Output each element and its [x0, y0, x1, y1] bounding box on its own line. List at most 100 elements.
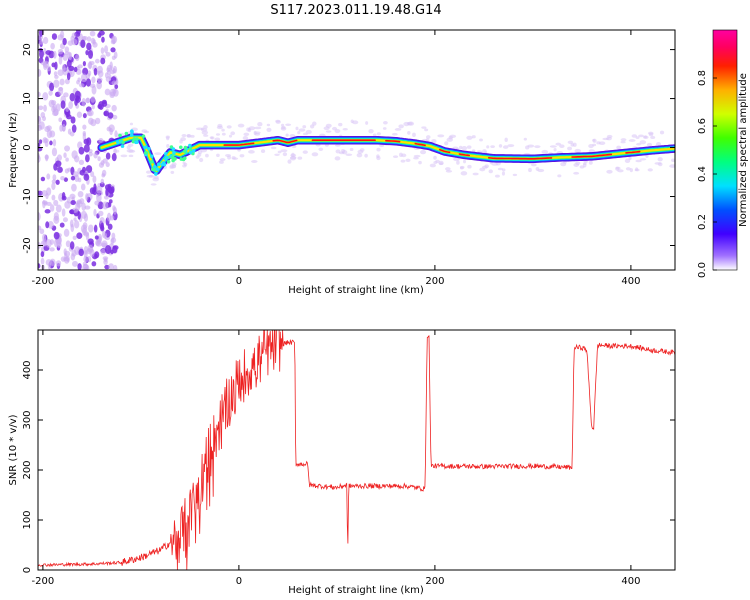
noise-blob	[46, 129, 53, 139]
y-tick-label: -10	[22, 188, 33, 204]
halo-blob	[228, 134, 233, 138]
noise-blob	[39, 121, 45, 130]
halo-blob	[350, 119, 354, 124]
noise-blob	[103, 195, 109, 200]
noise-blob	[110, 47, 116, 53]
halo-blob	[466, 145, 472, 149]
halo-blob	[166, 144, 170, 148]
halo-blob	[628, 156, 632, 161]
noise-blob	[45, 221, 50, 229]
halo-blob	[528, 167, 532, 173]
noise-blob	[113, 264, 118, 270]
noise-blob	[62, 37, 67, 46]
halo-blob	[413, 156, 419, 160]
noise-blob	[65, 240, 71, 248]
noise-blob	[62, 217, 68, 223]
halo-blob	[467, 164, 472, 169]
noise-blob	[49, 247, 55, 252]
halo-blob	[266, 127, 272, 132]
noise-blob	[70, 200, 76, 206]
noise-blob	[45, 50, 52, 56]
noise-blob	[69, 131, 75, 137]
noise-blob	[90, 171, 95, 178]
halo-blob	[567, 146, 573, 151]
unstable-dot	[135, 137, 139, 141]
noise-blob	[39, 228, 45, 235]
noise-blob	[110, 39, 116, 45]
noise-blob	[93, 151, 98, 159]
noise-blob	[109, 88, 116, 97]
noise-blob	[91, 76, 96, 84]
noise-blob	[98, 137, 104, 143]
halo-blob	[372, 133, 377, 137]
noise-blob	[85, 50, 89, 56]
noise-blob	[100, 57, 106, 65]
noise-blob	[51, 179, 57, 184]
halo-blob	[338, 122, 343, 127]
noise-blob	[65, 106, 69, 112]
halo-blob	[669, 164, 675, 168]
noise-blob	[88, 50, 94, 59]
halo-blob	[501, 168, 506, 172]
unstable-dot	[152, 164, 157, 169]
halo-blob	[323, 126, 330, 131]
figure-title: S117.2023.011.19.48.G14	[270, 3, 441, 18]
noise-blob	[66, 72, 71, 81]
halo-blob	[403, 121, 410, 127]
y-tick-label: 100	[22, 510, 33, 529]
halo-blob	[453, 157, 460, 162]
halo-blob	[311, 152, 319, 157]
halo-blob	[289, 134, 296, 138]
noise-blob	[104, 45, 109, 54]
halo-blob	[592, 138, 596, 142]
noise-blob	[42, 92, 49, 101]
halo-blob	[549, 145, 557, 148]
halo-blob	[150, 183, 157, 186]
noise-blob	[82, 124, 87, 130]
halo-blob	[486, 145, 490, 149]
halo-blob	[490, 145, 495, 149]
unstable-dot	[116, 140, 120, 144]
halo-blob	[635, 159, 642, 163]
noise-blob	[93, 208, 97, 217]
halo-blob	[642, 135, 649, 140]
noise-blob	[91, 261, 97, 267]
halo-blob	[393, 155, 399, 158]
ridge-core	[272, 139, 298, 144]
noise-blob	[52, 139, 57, 147]
halo-blob	[501, 171, 506, 176]
halo-blob	[616, 145, 622, 150]
halo-blob	[504, 137, 508, 142]
noise-blob	[110, 238, 115, 245]
noise-blob	[96, 185, 103, 194]
halo-blob	[573, 171, 580, 175]
halo-blob	[559, 144, 565, 149]
noise-blob	[53, 71, 58, 77]
colorbar-tick-label: 0.8	[697, 70, 708, 86]
halo-blob	[203, 125, 208, 130]
noise-blob	[39, 30, 43, 37]
halo-blob	[471, 135, 476, 139]
noise-blob	[49, 140, 53, 146]
halo-blob	[171, 164, 176, 169]
halo-blob	[205, 153, 209, 158]
noise-blob	[83, 138, 90, 145]
halo-blob	[647, 131, 654, 135]
noise-blob	[74, 90, 81, 100]
halo-blob	[186, 134, 192, 138]
snr-plot-area	[38, 330, 675, 570]
noise-blob	[69, 241, 75, 250]
noise-blob	[61, 124, 66, 132]
halo-blob	[523, 137, 527, 141]
halo-blob	[582, 162, 587, 166]
x-tick-label: 400	[621, 276, 640, 287]
halo-blob	[127, 143, 134, 147]
halo-blob	[289, 156, 297, 161]
spectrogram-axes: -200 0 200 400 -20 -10 0 10 20	[22, 30, 675, 287]
halo-blob	[625, 167, 631, 171]
halo-blob	[334, 128, 341, 134]
halo-blob	[126, 149, 134, 153]
noise-blob	[100, 222, 105, 231]
halo-blob	[659, 130, 665, 135]
noise-blob	[46, 201, 52, 207]
